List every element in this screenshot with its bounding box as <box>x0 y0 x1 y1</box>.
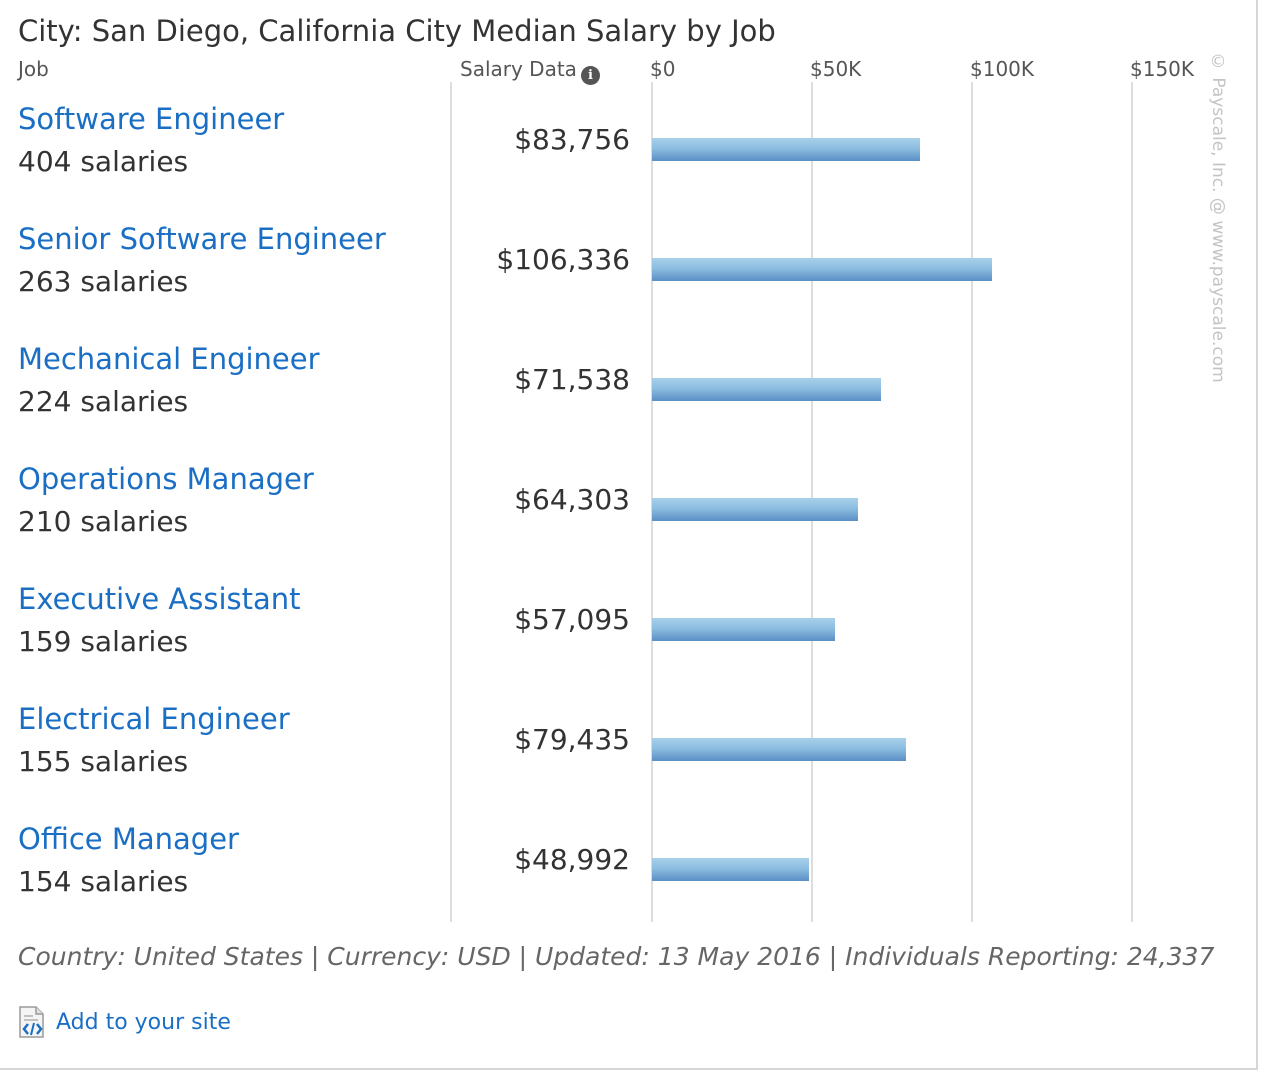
add-to-site-label[interactable]: Add to your site <box>56 1009 231 1035</box>
salary-count: 210 salaries <box>18 505 189 538</box>
job-link[interactable]: Office Manager <box>18 822 239 856</box>
salary-count: 154 salaries <box>18 865 189 898</box>
salary-value-label: $48,992 <box>514 843 630 876</box>
salary-bar[interactable] <box>652 378 881 401</box>
salary-count: 159 salaries <box>18 625 189 658</box>
job-link[interactable]: Mechanical Engineer <box>18 342 320 376</box>
salary-count: 224 salaries <box>18 385 189 418</box>
job-link[interactable]: Electrical Engineer <box>18 702 290 736</box>
x-tick-label: $150K <box>1130 57 1195 81</box>
salary-value-label: $64,303 <box>514 483 630 516</box>
salary-value-label: $79,435 <box>514 723 630 756</box>
salary-value-label: $106,336 <box>496 243 630 276</box>
salary-column-header: Salary Data i <box>460 57 600 85</box>
info-icon[interactable]: i <box>580 66 600 85</box>
gridline <box>1131 82 1133 922</box>
salary-bar[interactable] <box>652 738 906 761</box>
salary-bar[interactable] <box>652 258 992 281</box>
salary-count: 263 salaries <box>18 265 189 298</box>
salary-value-label: $71,538 <box>514 363 630 396</box>
salary-count: 155 salaries <box>18 745 189 778</box>
x-tick-label: $50K <box>810 57 862 81</box>
salary-count: 404 salaries <box>18 145 189 178</box>
salary-value-label: $57,095 <box>514 603 630 636</box>
chart-title: City: San Diego, California City Median … <box>18 14 776 48</box>
copyright-watermark: © Payscale, Inc. @ www.payscale.com <box>1208 52 1228 383</box>
salary-header-label: Salary Data <box>460 57 577 81</box>
job-link[interactable]: Executive Assistant <box>18 582 301 616</box>
job-link[interactable]: Senior Software Engineer <box>18 222 386 256</box>
salary-bar[interactable] <box>652 858 809 881</box>
salary-value-label: $83,756 <box>514 123 630 156</box>
x-tick-label: $0 <box>650 57 676 81</box>
job-link[interactable]: Software Engineer <box>18 102 285 136</box>
job-link[interactable]: Operations Manager <box>18 462 314 496</box>
salary-bar[interactable] <box>652 138 920 161</box>
x-tick-label: $100K <box>970 57 1035 81</box>
job-column-header: Job <box>18 57 49 81</box>
salary-bar[interactable] <box>652 498 858 521</box>
salary-bar[interactable] <box>652 618 835 641</box>
footer-info: Country: United States | Currency: USD |… <box>18 942 1215 971</box>
add-to-site-link[interactable]: Add to your site <box>18 1006 231 1038</box>
column-separator <box>450 82 452 922</box>
embed-code-icon <box>18 1006 48 1038</box>
gridline <box>971 82 973 922</box>
